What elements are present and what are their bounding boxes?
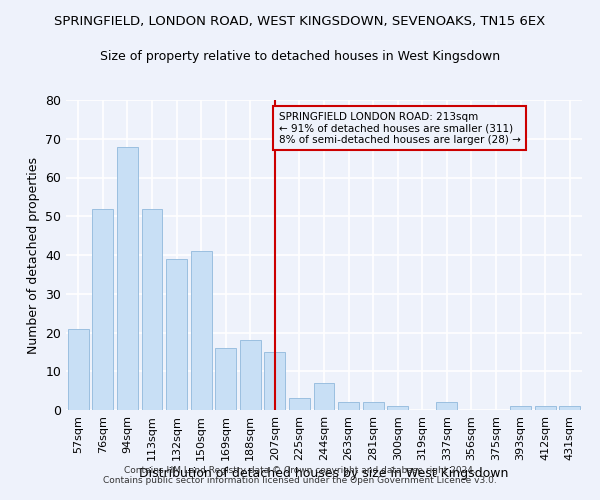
Bar (240, 340, 261, 410)
Text: SPRINGFIELD LONDON ROAD: 213sqm
← 91% of detached houses are smaller (311)
8% of: SPRINGFIELD LONDON ROAD: 213sqm ← 91% of… (278, 112, 520, 145)
Bar (436, 402, 457, 410)
Bar (92, 208, 113, 410)
Bar (142, 208, 163, 410)
Y-axis label: Number of detached properties: Number of detached properties (26, 156, 40, 354)
Bar (535, 406, 556, 410)
Text: Size of property relative to detached houses in West Kingsdown: Size of property relative to detached ho… (100, 50, 500, 63)
Bar (510, 406, 531, 410)
Bar (387, 406, 408, 410)
Bar (166, 259, 187, 410)
Bar (117, 146, 138, 410)
Bar (215, 348, 236, 410)
Bar (289, 398, 310, 410)
X-axis label: Distribution of detached houses by size in West Kingsdown: Distribution of detached houses by size … (139, 467, 509, 480)
Bar (314, 383, 334, 410)
Bar (191, 251, 212, 410)
Bar (338, 402, 359, 410)
Bar (559, 406, 580, 410)
Text: Contains HM Land Registry data © Crown copyright and database right 2024.
Contai: Contains HM Land Registry data © Crown c… (103, 466, 497, 485)
Text: SPRINGFIELD, LONDON ROAD, WEST KINGSDOWN, SEVENOAKS, TN15 6EX: SPRINGFIELD, LONDON ROAD, WEST KINGSDOWN… (55, 15, 545, 28)
Bar (362, 402, 383, 410)
Bar (68, 328, 89, 410)
Bar (265, 352, 286, 410)
